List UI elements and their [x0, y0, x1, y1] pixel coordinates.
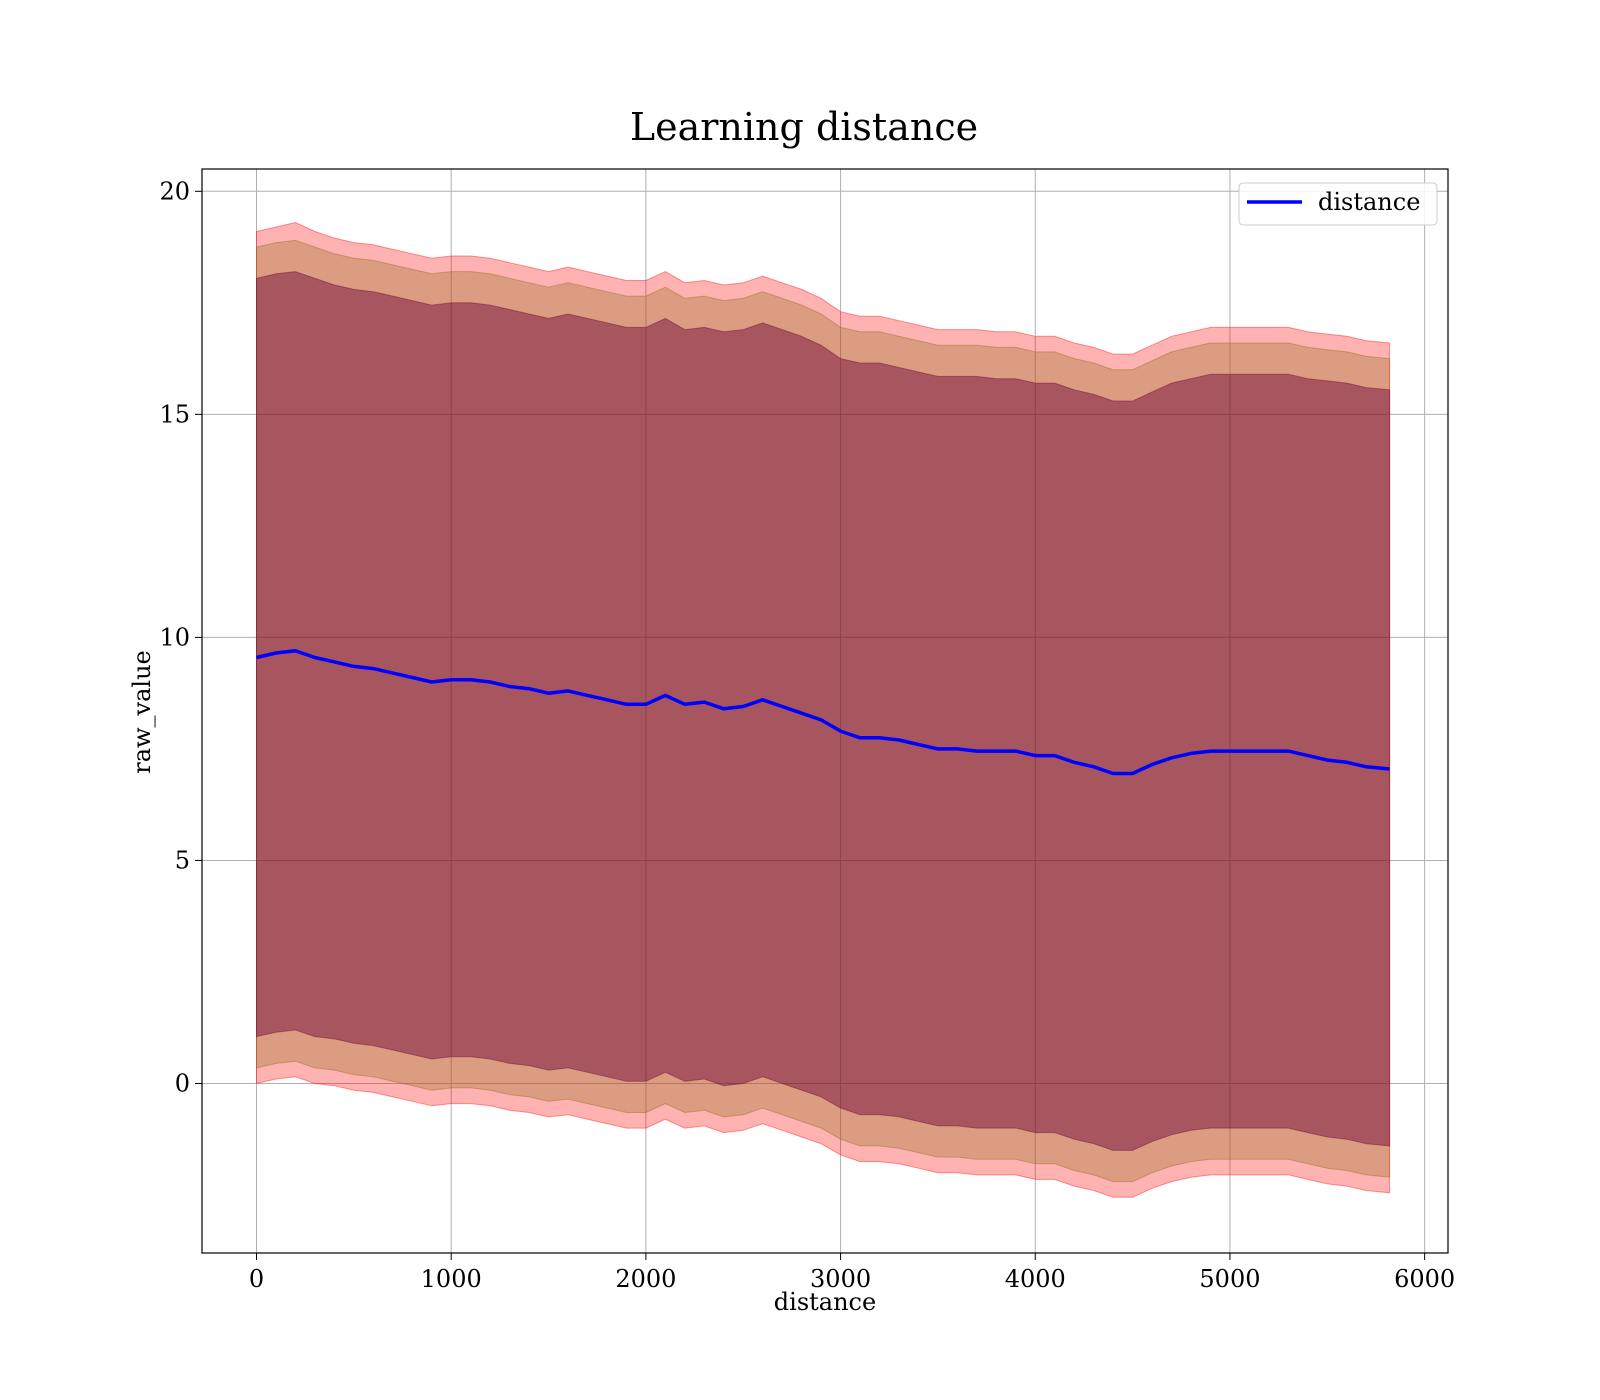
x-tick-label: 0	[249, 1265, 264, 1293]
y-axis-ticks: 0 5 10 15 20	[159, 177, 202, 1097]
series-lines	[256, 649, 1390, 776]
x-tick-label: 1000	[421, 1265, 482, 1293]
x-tick-label: 4000	[1005, 1265, 1066, 1293]
y-tick-label: 5	[175, 846, 190, 874]
confidence-bands	[256, 221, 1391, 1198]
legend-box	[1238, 182, 1438, 226]
y-axis-label: raw_value	[128, 650, 156, 774]
y-tick-label: 10	[159, 623, 190, 651]
x-axis-ticks: 0 1000 2000 3000 4000 5000 6000	[249, 1253, 1455, 1293]
legend: distance	[1238, 182, 1438, 226]
legend-label: distance	[1318, 188, 1420, 216]
confidence-band	[256, 271, 1391, 1151]
x-tick-label: 6000	[1394, 1265, 1455, 1293]
confidence-band	[256, 239, 1391, 1183]
y-tick-label: 0	[175, 1069, 190, 1097]
chart-title: Learning distance	[630, 105, 978, 149]
x-tick-label: 5000	[1199, 1265, 1260, 1293]
grid-lines	[202, 169, 1448, 1253]
plot-frame	[201, 168, 1449, 1254]
x-tick-label: 2000	[615, 1265, 676, 1293]
y-tick-label: 15	[159, 400, 190, 428]
x-axis-label: distance	[774, 1288, 876, 1316]
series-line-distance	[256, 649, 1390, 776]
x-tick-label: 3000	[810, 1265, 871, 1293]
y-tick-label: 20	[159, 177, 190, 205]
confidence-band	[256, 221, 1391, 1198]
